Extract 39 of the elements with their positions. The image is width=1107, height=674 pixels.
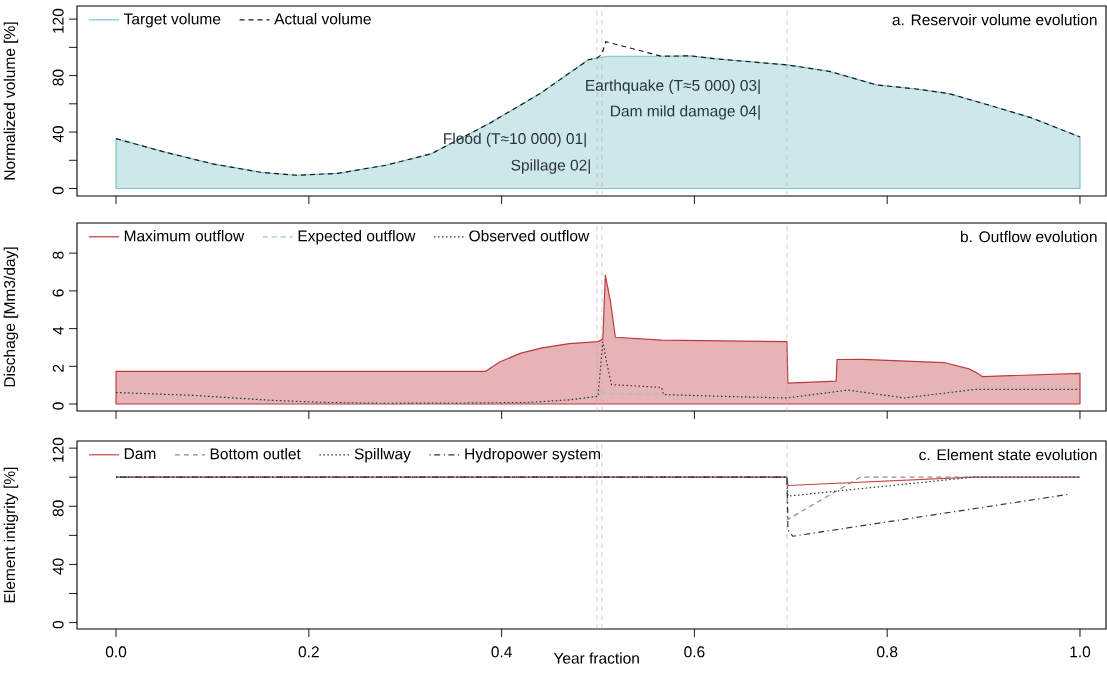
legend-label: Bottom outlet	[210, 448, 301, 460]
y-tick-label: 6	[52, 289, 64, 297]
x-tick-label: 0.8	[877, 646, 898, 658]
x-tick-label: 0.6	[684, 646, 705, 658]
legend-label: Expected outflow	[298, 230, 416, 245]
x-tick-label: 1.0	[1070, 646, 1091, 658]
y-tick-label: 4	[52, 326, 64, 335]
legend-label: Dam	[124, 448, 156, 460]
annotation: Earthquake (T≈5 000) 03|	[586, 79, 760, 94]
y-tick-label: 80	[52, 69, 64, 86]
legend-label: Maximum outflow	[124, 230, 245, 242]
legend-label: Observed outflow	[469, 230, 590, 242]
y-tick-label: 80	[52, 500, 64, 517]
x-tick-label: 0.2	[298, 646, 319, 658]
y-axis-title: Element intigrity [%]	[3, 467, 19, 603]
x-axis-title: Year fraction	[553, 652, 639, 664]
legend-label: Actual volume	[274, 13, 371, 25]
x-tick-label: 0.4	[491, 646, 512, 658]
y-tick-label: 40	[52, 126, 64, 143]
y-tick-label: 120	[52, 437, 64, 462]
legend-label: Target volume	[123, 13, 221, 28]
legend-label: Spillway	[354, 448, 411, 463]
legend-label: Hydropower system	[465, 448, 600, 463]
y-axis-title: Dischage [Mm3/day]	[3, 247, 19, 387]
y-tick-label: 120	[52, 8, 64, 33]
y-tick-label: 0	[52, 620, 64, 629]
chart-title: b. Outflow evolution	[960, 230, 1097, 243]
y-tick-label: 0	[52, 402, 64, 410]
y-tick-label: 2	[52, 364, 64, 372]
y-axis-title: Normalized volume [%]	[3, 22, 19, 180]
y-tick-label: 0	[52, 186, 64, 195]
chart-title: a. Reservoir volume evolution	[892, 13, 1097, 26]
y-tick-label: 8	[52, 251, 64, 259]
annotation: Dam mild damage 04|	[611, 105, 760, 120]
annotation: Spillage 02|	[511, 159, 590, 174]
annotation: Flood (T≈10 000) 01|	[444, 132, 586, 148]
chart-title: c. Element state evolution	[919, 448, 1097, 461]
y-tick-label: 40	[52, 558, 64, 575]
x-tick-label: 0.0	[105, 646, 127, 658]
